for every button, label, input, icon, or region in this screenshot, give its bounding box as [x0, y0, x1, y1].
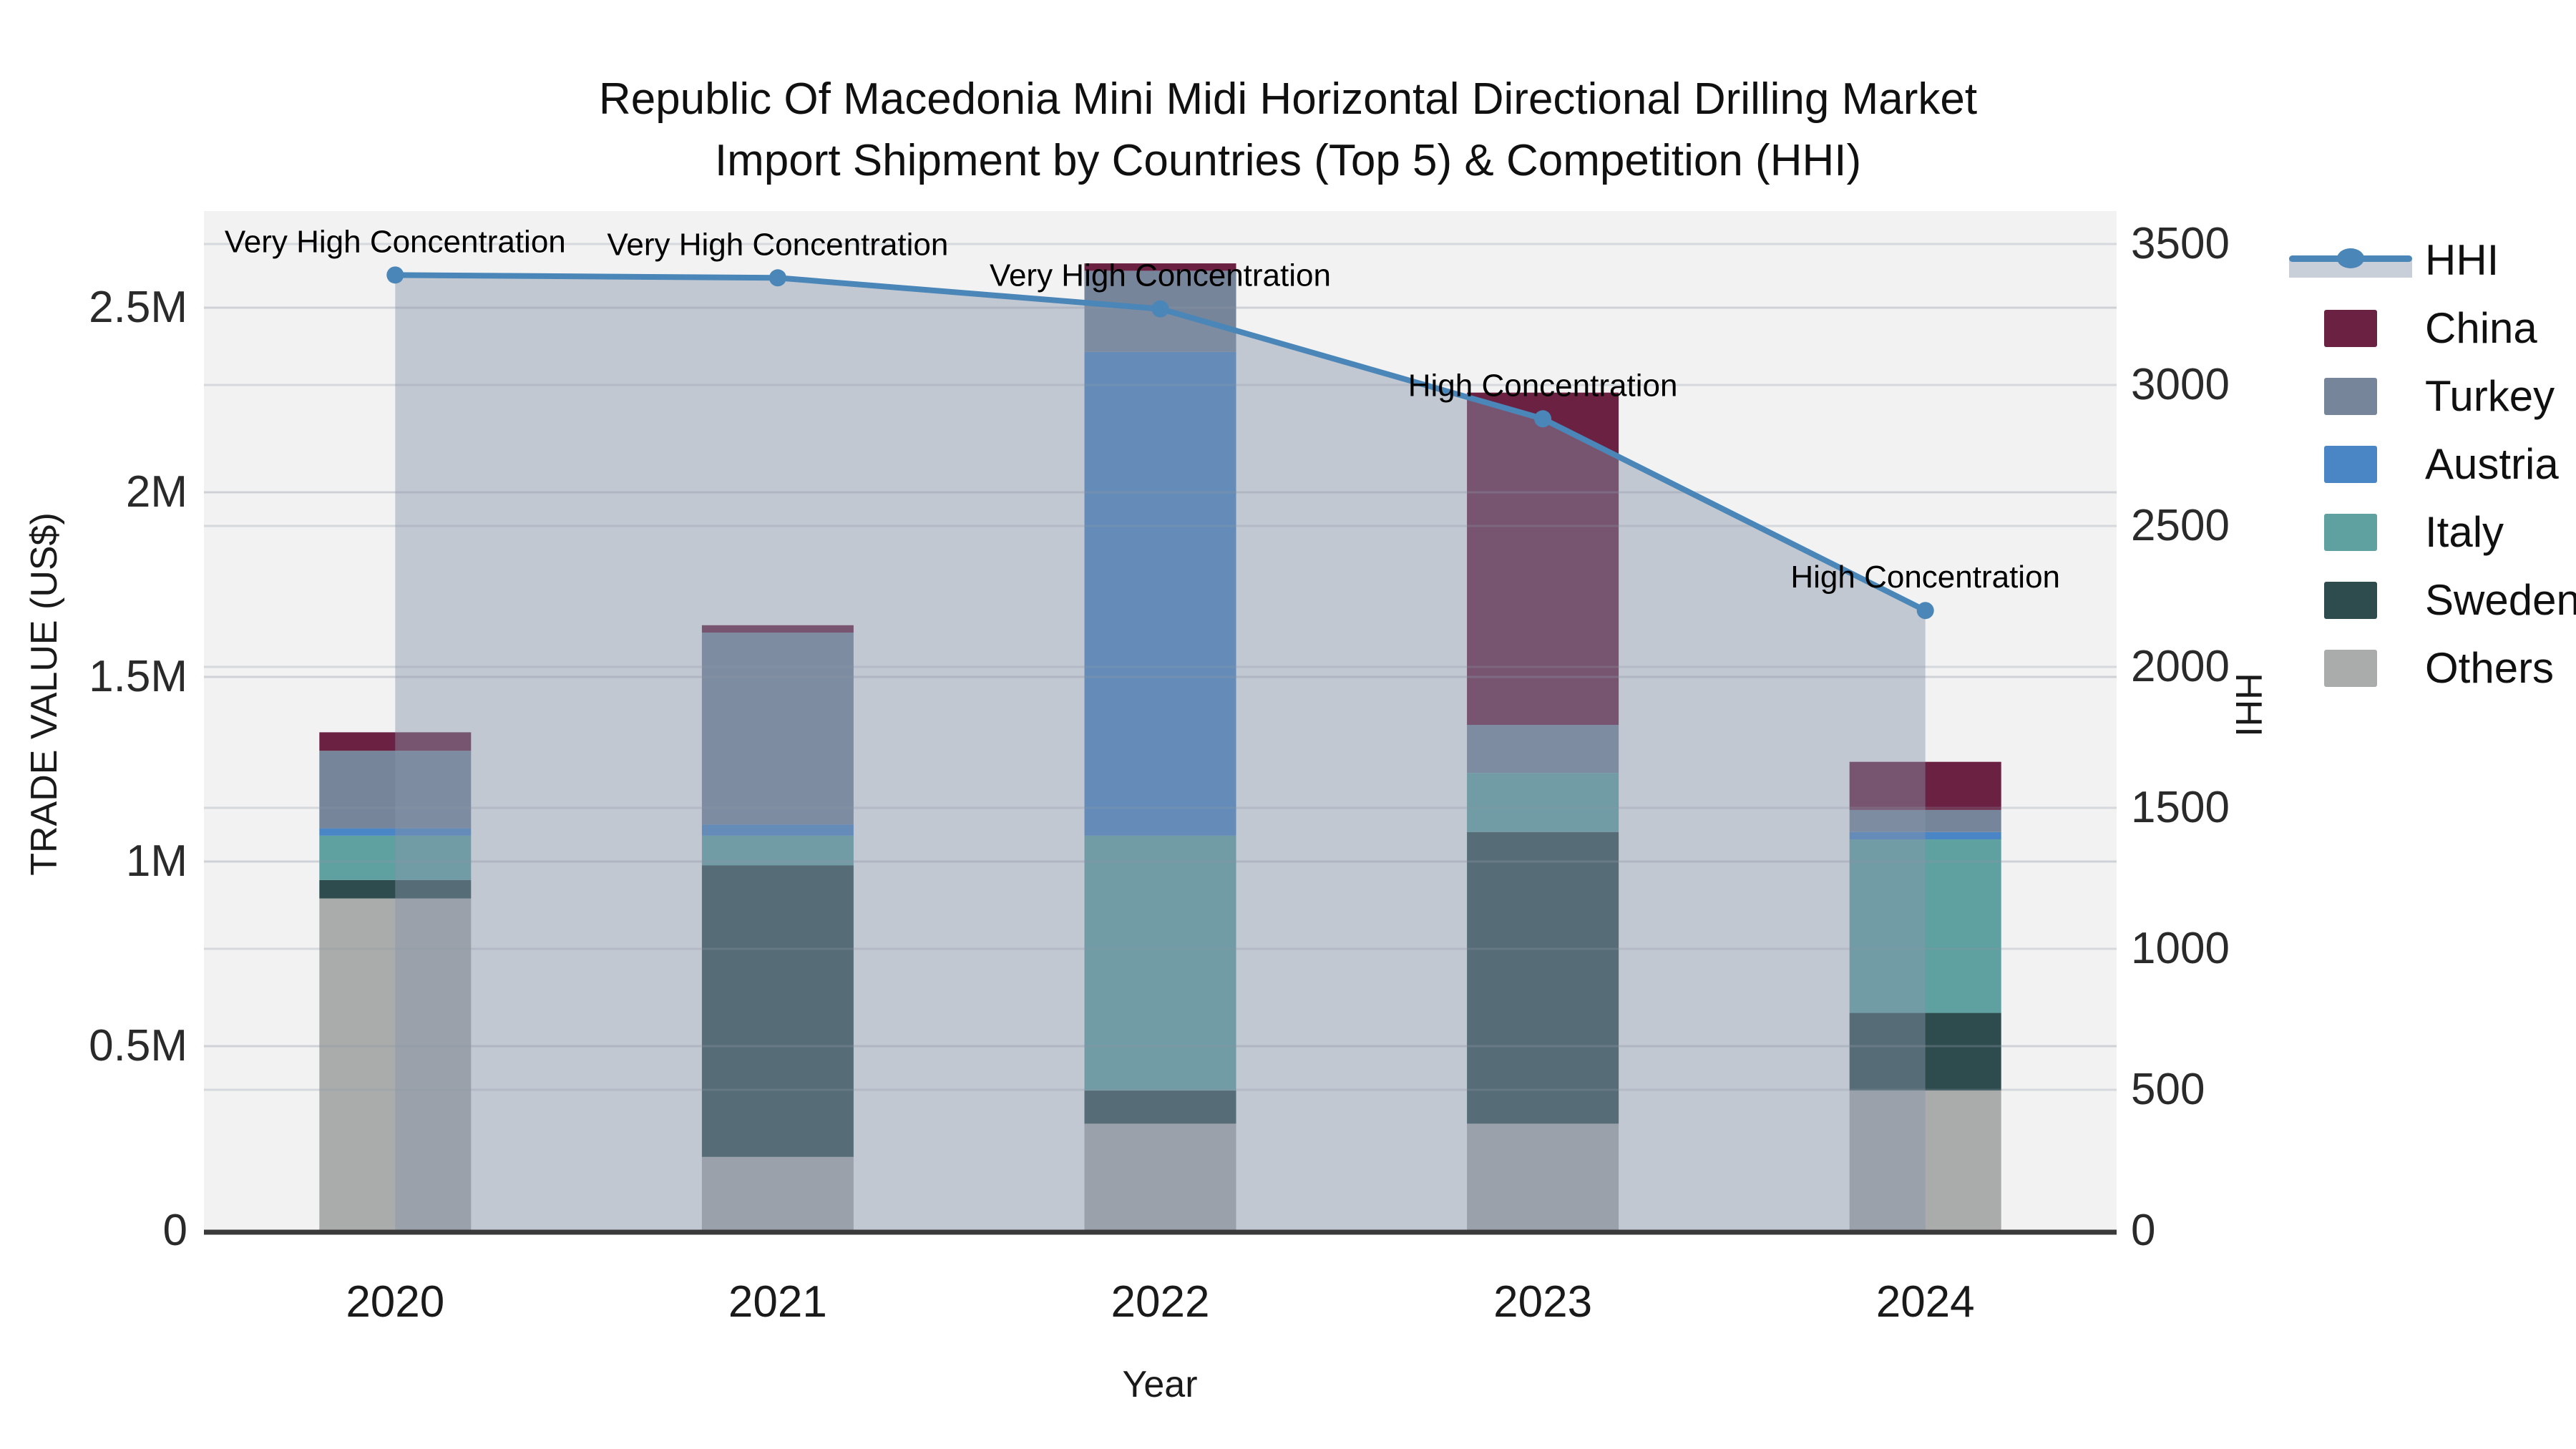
x-tick-2021: 2021 [728, 1277, 827, 1327]
legend-item-hhi[interactable]: HHI [2286, 226, 2576, 294]
y-right-tick-2500: 2500 [2131, 501, 2230, 550]
legend-item-sweden[interactable]: Sweden [2286, 566, 2576, 634]
y-right-tick-1000: 1000 [2131, 924, 2230, 973]
y-left-tick-2.5M: 2.5M [89, 283, 187, 332]
legend-label-italy: Italy [2425, 508, 2504, 556]
bar-2021-turkey[interactable] [701, 633, 854, 825]
bar-2021-sweden[interactable] [701, 865, 854, 1157]
bar-2024-austria[interactable] [1849, 831, 2001, 840]
bar-2022-others[interactable] [1084, 1123, 1236, 1231]
y-left-tick-2M: 2M [126, 467, 187, 517]
chart-title-line1: Republic Of Macedonia Mini Midi Horizont… [598, 74, 1978, 124]
annotation-2021: Very High Concentration [607, 227, 948, 262]
bar-2020-italy[interactable] [319, 835, 472, 880]
legend-item-others[interactable]: Others [2286, 634, 2576, 702]
legend-item-austria[interactable]: Austria [2286, 430, 2576, 498]
y-right-tick-3500: 3500 [2131, 219, 2230, 268]
legend-item-italy[interactable]: Italy [2286, 498, 2576, 566]
legend: HHI China Turkey Austria Italy Sweden Others [2286, 226, 2576, 702]
bar-2020-others[interactable] [319, 898, 472, 1231]
hhi-marker-2022[interactable] [1151, 300, 1169, 318]
y-axis-title-right: HHI [2228, 673, 2269, 737]
annotation-2023: High Concentration [1408, 368, 1678, 403]
hhi-marker-2024[interactable] [1916, 602, 1934, 620]
x-tick-2022: 2022 [1111, 1277, 1210, 1327]
bar-2020-china[interactable] [319, 732, 472, 751]
bar-2021-china[interactable] [701, 625, 854, 633]
bar-2022-italy[interactable] [1084, 835, 1236, 1091]
y-axis-title-left: TRADE VALUE (US$) [24, 512, 65, 876]
bar-2020-turkey[interactable] [319, 751, 472, 829]
y-right-tick-2000: 2000 [2131, 642, 2230, 691]
y-left-tick-1.5M: 1.5M [89, 652, 187, 701]
bar-2024-italy[interactable] [1849, 839, 2001, 1013]
legend-label-austria: Austria [2425, 440, 2559, 488]
annotation-2022: Very High Concentration [990, 258, 1331, 293]
legend-item-china[interactable]: China [2286, 294, 2576, 362]
bar-2021-austria[interactable] [701, 824, 854, 836]
chart-title-line2: Import Shipment by Countries (Top 5) & C… [714, 135, 1862, 185]
legend-label-hhi: HHI [2425, 236, 2499, 284]
legend-label-others: Others [2425, 644, 2555, 692]
x-axis-title: Year [1122, 1364, 1198, 1405]
y-right-tick-0: 0 [2131, 1206, 2155, 1255]
legend-swatch-austria [2324, 445, 2377, 483]
legend-label-china: China [2425, 304, 2537, 352]
bar-2024-turkey[interactable] [1849, 809, 2001, 832]
y-left-tick-0: 0 [163, 1206, 187, 1255]
bar-2024-sweden[interactable] [1849, 1013, 2001, 1091]
legend-swatch-others [2324, 649, 2377, 687]
legend-swatch-sweden [2324, 581, 2377, 619]
y-right-tick-500: 500 [2131, 1065, 2205, 1114]
legend-swatch-china [2324, 309, 2377, 347]
chart-title: Republic Of Macedonia Mini Midi Horizont… [0, 69, 2576, 191]
y-right-tick-1500: 1500 [2131, 783, 2230, 832]
bar-2021-others[interactable] [701, 1156, 854, 1231]
bar-2023-sweden[interactable] [1467, 831, 1619, 1124]
bar-2020-sweden[interactable] [319, 879, 472, 899]
hhi-marker-2020[interactable] [386, 266, 404, 284]
bar-2024-others[interactable] [1849, 1090, 2001, 1231]
legend-item-turkey[interactable]: Turkey [2286, 362, 2576, 430]
annotation-2020: Very High Concentration [225, 224, 566, 259]
bar-2022-china[interactable] [1084, 263, 1236, 271]
legend-label-sweden: Sweden [2425, 576, 2576, 624]
legend-label-turkey: Turkey [2425, 372, 2555, 420]
hhi-line-area-icon [2289, 238, 2412, 283]
legend-swatch-turkey [2324, 377, 2377, 415]
bar-2022-sweden[interactable] [1084, 1090, 1236, 1124]
bar-2024-china[interactable] [1849, 761, 2001, 810]
bar-2023-others[interactable] [1467, 1123, 1619, 1231]
hhi-marker-2021[interactable] [769, 269, 786, 287]
bar-2021-italy[interactable] [701, 835, 854, 866]
y-left-tick-1M: 1M [126, 836, 187, 886]
bar-2022-austria[interactable] [1084, 351, 1236, 836]
bar-2023-turkey[interactable] [1467, 725, 1619, 774]
y-left-tick-0.5M: 0.5M [89, 1021, 187, 1070]
bar-2020-austria[interactable] [319, 828, 472, 836]
bar-2023-italy[interactable] [1467, 773, 1619, 832]
x-tick-2023: 2023 [1493, 1277, 1592, 1327]
legend-swatch-italy [2324, 513, 2377, 551]
x-tick-2024: 2024 [1876, 1277, 1975, 1327]
y-right-tick-3000: 3000 [2131, 360, 2230, 409]
annotation-2024: High Concentration [1790, 560, 2060, 595]
x-tick-2020: 2020 [346, 1277, 444, 1327]
hhi-area [395, 275, 1926, 1231]
hhi-marker-2023[interactable] [1534, 410, 1552, 428]
bar-2023-china[interactable] [1467, 392, 1619, 726]
